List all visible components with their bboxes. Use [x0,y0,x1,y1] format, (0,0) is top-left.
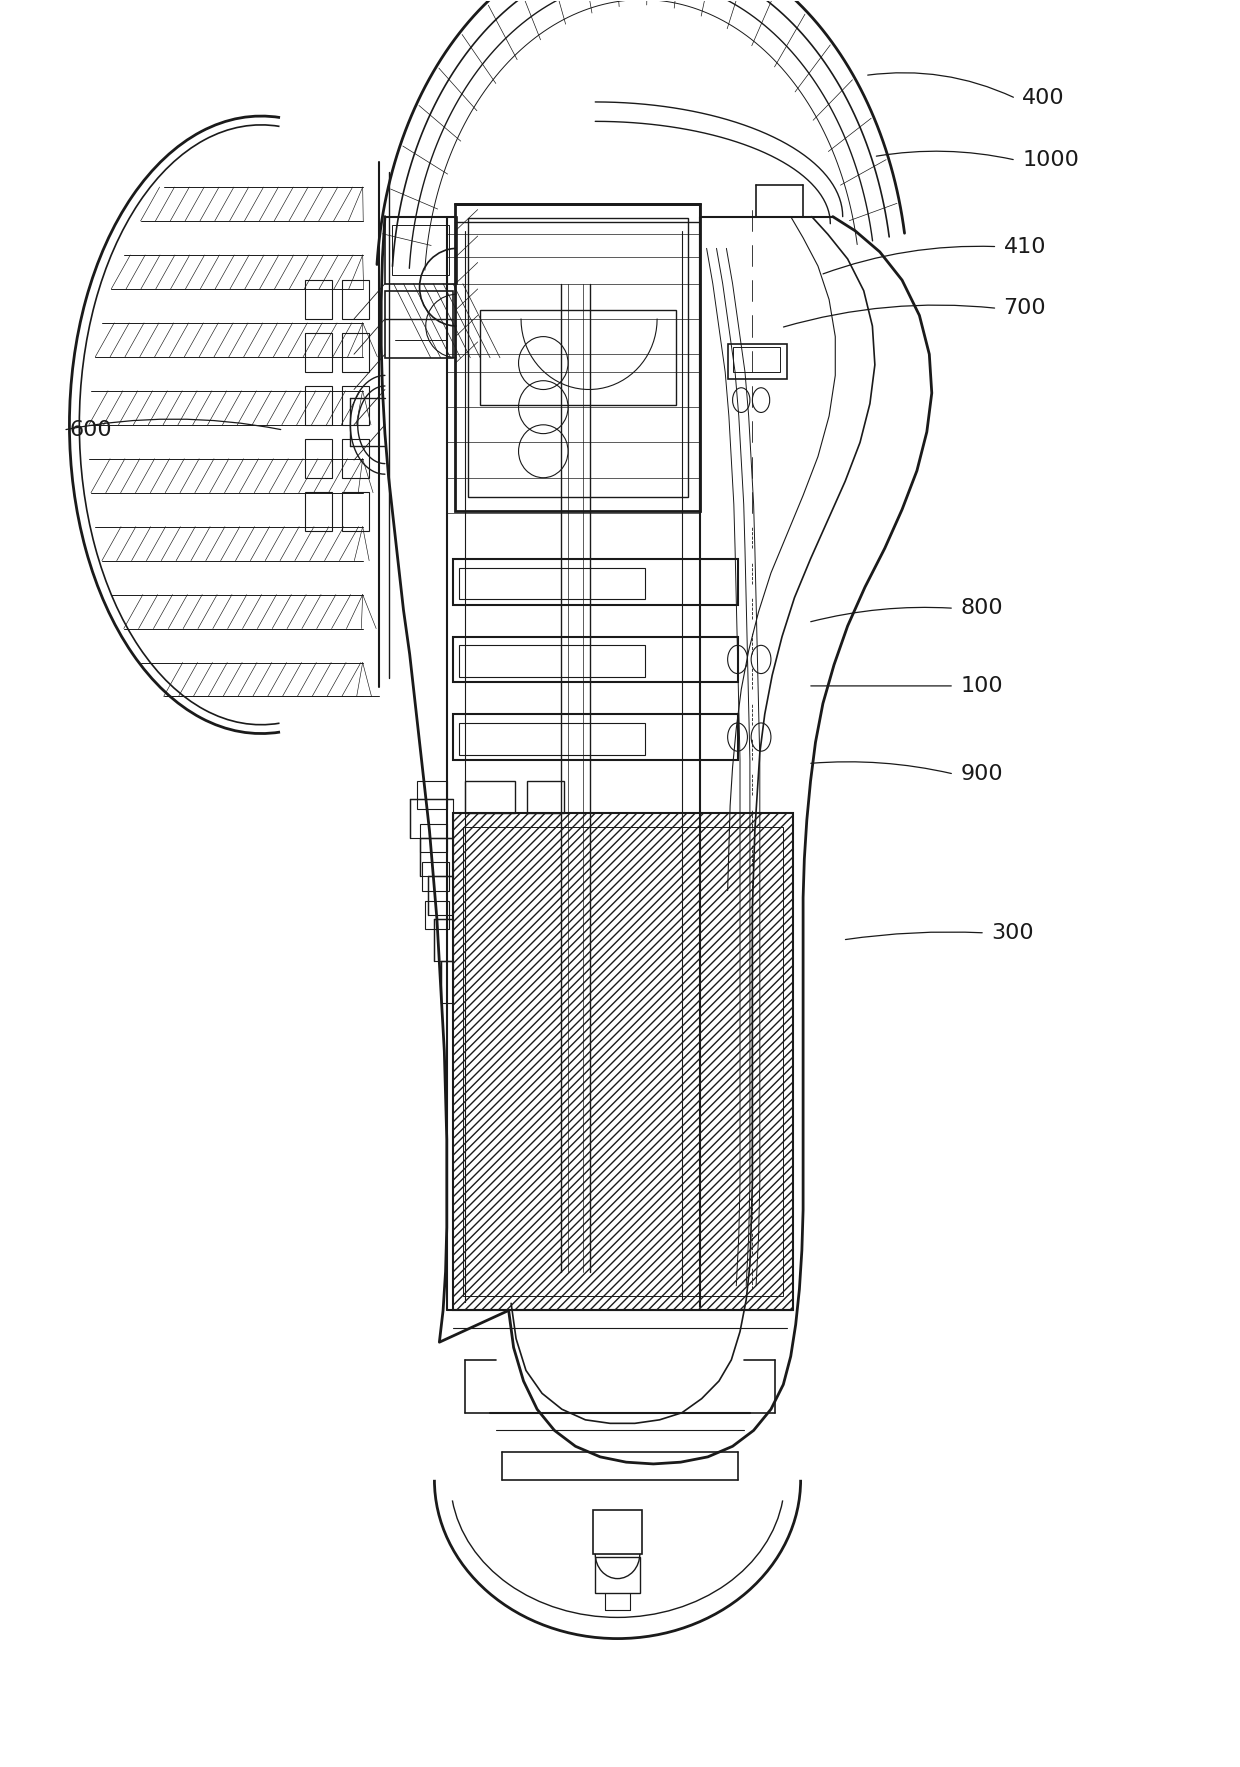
Bar [453,714,738,760]
Text: 400: 400 [1022,88,1065,108]
Bar [419,823,446,852]
Bar [305,385,332,424]
Bar [409,799,453,838]
Bar [384,292,453,357]
Bar [305,332,332,371]
Bar [434,919,453,961]
Text: 1000: 1000 [1022,150,1079,170]
Bar [428,876,453,915]
Bar [342,491,368,530]
Bar [342,385,368,424]
Bar [459,567,645,599]
Bar [419,838,453,876]
Bar [440,961,453,1004]
Bar [467,219,688,497]
Text: 100: 100 [960,677,1003,696]
Bar [480,311,676,405]
Bar [305,438,332,477]
Bar [595,1557,640,1592]
Bar [384,217,456,284]
Bar [453,636,738,682]
Bar [424,901,449,929]
Bar [733,346,780,371]
Text: 600: 600 [69,421,112,440]
Bar [305,281,332,320]
Text: 900: 900 [960,763,1003,785]
Bar [459,645,645,677]
Bar [422,862,449,891]
Bar [459,723,645,755]
Text: 800: 800 [960,599,1003,618]
Text: 410: 410 [1003,237,1047,256]
Bar [342,332,368,371]
Text: 300: 300 [991,922,1034,944]
Bar [342,281,368,320]
Bar [417,781,446,809]
Bar [342,438,368,477]
Text: 700: 700 [1003,299,1047,318]
Bar [453,558,738,604]
Bar [463,827,784,1297]
Bar [392,226,449,276]
Bar [527,781,564,813]
Bar [593,1509,642,1553]
Bar [455,205,701,511]
Bar [728,343,787,378]
Bar [465,781,515,813]
Bar [305,491,332,530]
Bar [453,813,794,1311]
